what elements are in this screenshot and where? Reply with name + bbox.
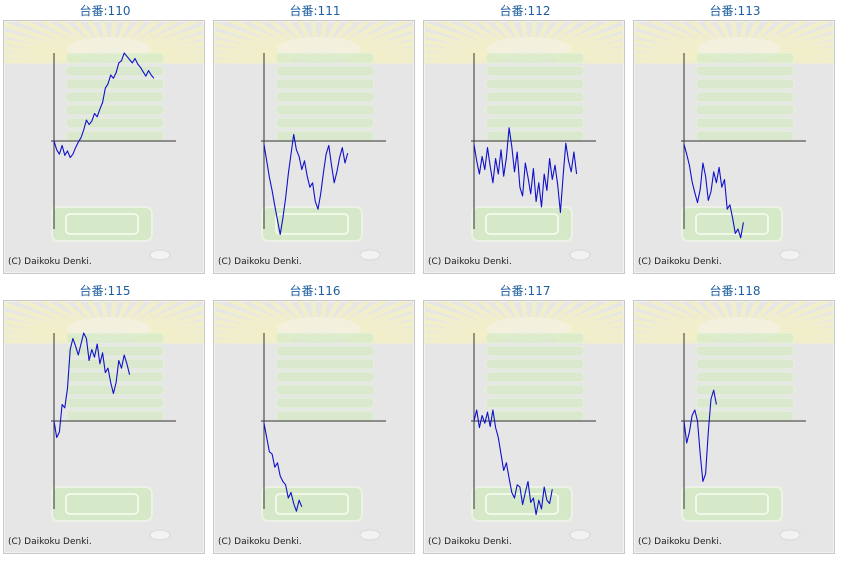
chart-cell: 台番:116 (C) Daikoku Denki.: [210, 280, 420, 560]
chart-title: 台番:115: [0, 282, 210, 299]
machine-number-link[interactable]: 台番:112: [499, 4, 551, 18]
slump-graph: [214, 21, 414, 261]
machine-number-link[interactable]: 台番:115: [79, 284, 131, 298]
chart-title: 台番:111: [210, 2, 420, 19]
chart-panel: (C) Daikoku Denki.: [633, 20, 835, 274]
machine-watermark-icon: [634, 21, 834, 261]
slump-graph: [4, 21, 204, 261]
chart-cell: 台番:110 (C) Daikoku Denki.: [0, 0, 210, 280]
copyright-text: (C) Daikoku Denki.: [218, 537, 302, 547]
chart-title: 台番:112: [420, 2, 630, 19]
machine-watermark-icon: [424, 301, 624, 541]
slump-graph: [424, 301, 624, 541]
chart-title: 台番:118: [630, 282, 840, 299]
slump-graph: [634, 21, 834, 261]
copyright-text: (C) Daikoku Denki.: [218, 257, 302, 267]
series-line: [473, 127, 578, 214]
series-line: [53, 52, 155, 159]
chart-panel: (C) Daikoku Denki.: [3, 20, 205, 274]
chart-title: 台番:113: [630, 2, 840, 19]
chart-cell: 台番:112 (C) Daikoku Denki.: [420, 0, 630, 280]
chart-title: 台番:110: [0, 2, 210, 19]
series-line: [263, 423, 303, 512]
machine-watermark-icon: [4, 21, 204, 261]
chart-title: 台番:117: [420, 282, 630, 299]
machine-watermark-icon: [214, 301, 414, 541]
copyright-text: (C) Daikoku Denki.: [428, 257, 512, 267]
series-line: [263, 133, 349, 236]
slump-graph: [214, 301, 414, 541]
slump-graph: [634, 301, 834, 541]
series-line: [683, 389, 717, 483]
chart-panel: (C) Daikoku Denki.: [213, 20, 415, 274]
chart-title: 台番:116: [210, 282, 420, 299]
chart-cell: 台番:115 (C) Daikoku Denki.: [0, 280, 210, 560]
machine-watermark-icon: [634, 301, 834, 541]
chart-panel: (C) Daikoku Denki.: [423, 20, 625, 274]
chart-cell: 台番:113 (C) Daikoku Denki.: [630, 0, 840, 280]
machine-number-link[interactable]: 台番:110: [79, 4, 131, 18]
copyright-text: (C) Daikoku Denki.: [8, 257, 92, 267]
machine-number-link[interactable]: 台番:116: [289, 284, 341, 298]
series-line: [473, 409, 553, 516]
chart-cell: 台番:117 (C) Daikoku Denki.: [420, 280, 630, 560]
chart-panel: (C) Daikoku Denki.: [423, 300, 625, 554]
machine-number-link[interactable]: 台番:118: [709, 284, 761, 298]
chart-cell: 台番:118 (C) Daikoku Denki.: [630, 280, 840, 560]
copyright-text: (C) Daikoku Denki.: [428, 537, 512, 547]
machine-number-link[interactable]: 台番:111: [289, 4, 341, 18]
machine-watermark-icon: [4, 301, 204, 541]
series-line: [53, 332, 131, 439]
copyright-text: (C) Daikoku Denki.: [638, 257, 722, 267]
copyright-text: (C) Daikoku Denki.: [8, 537, 92, 547]
chart-panel: (C) Daikoku Denki.: [633, 300, 835, 554]
chart-panel: (C) Daikoku Denki.: [213, 300, 415, 554]
machine-watermark-icon: [424, 21, 624, 261]
chart-panel: (C) Daikoku Denki.: [3, 300, 205, 554]
copyright-text: (C) Daikoku Denki.: [638, 537, 722, 547]
machine-number-link[interactable]: 台番:117: [499, 284, 551, 298]
machine-number-link[interactable]: 台番:113: [709, 4, 761, 18]
chart-cell: 台番:111 (C) Daikoku Denki.: [210, 0, 420, 280]
series-line: [683, 144, 744, 239]
slump-graph: [424, 21, 624, 261]
slump-graph: [4, 301, 204, 541]
